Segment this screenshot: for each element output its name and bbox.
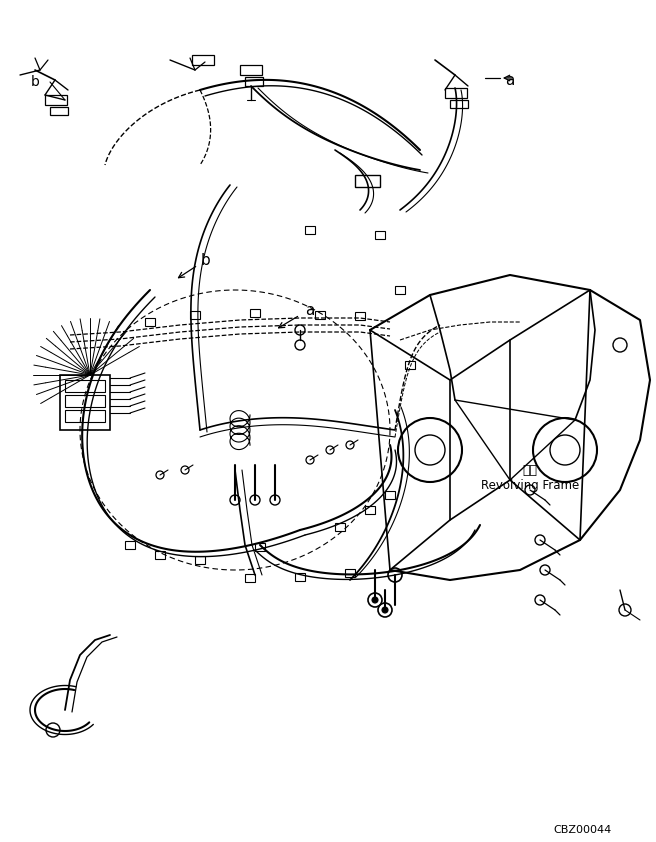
Bar bbox=[65, 395, 105, 407]
Bar bbox=[295, 573, 305, 581]
Bar bbox=[305, 226, 315, 234]
Bar bbox=[50, 107, 68, 115]
Bar bbox=[450, 100, 468, 108]
Bar bbox=[315, 311, 325, 319]
Bar bbox=[240, 65, 262, 75]
Bar bbox=[355, 312, 365, 320]
Bar bbox=[375, 231, 385, 239]
Bar bbox=[250, 309, 260, 317]
Bar bbox=[125, 541, 135, 549]
Circle shape bbox=[372, 597, 378, 603]
Circle shape bbox=[382, 607, 388, 613]
Text: a: a bbox=[305, 302, 315, 317]
Bar bbox=[355, 175, 380, 187]
Bar bbox=[345, 569, 355, 577]
Text: CBZ00044: CBZ00044 bbox=[554, 825, 612, 835]
Text: b: b bbox=[200, 253, 210, 268]
Bar bbox=[335, 523, 345, 531]
Text: Revolving Frame: Revolving Frame bbox=[481, 478, 579, 492]
Bar bbox=[45, 95, 67, 105]
Bar bbox=[65, 410, 105, 422]
Bar bbox=[60, 375, 110, 430]
Bar bbox=[405, 361, 415, 369]
Bar bbox=[385, 491, 395, 499]
Bar bbox=[445, 88, 467, 98]
Text: a: a bbox=[505, 72, 515, 88]
Bar bbox=[195, 556, 205, 564]
Bar bbox=[65, 380, 105, 392]
Bar bbox=[395, 286, 405, 294]
Bar bbox=[365, 506, 375, 514]
Text: b: b bbox=[31, 75, 39, 89]
Bar bbox=[145, 318, 155, 326]
Bar bbox=[245, 574, 255, 582]
Text: 艵台: 艵台 bbox=[522, 463, 537, 477]
Bar bbox=[192, 55, 214, 65]
Bar bbox=[245, 77, 263, 86]
Bar bbox=[190, 311, 200, 319]
Bar bbox=[155, 551, 165, 559]
Bar bbox=[255, 543, 265, 551]
